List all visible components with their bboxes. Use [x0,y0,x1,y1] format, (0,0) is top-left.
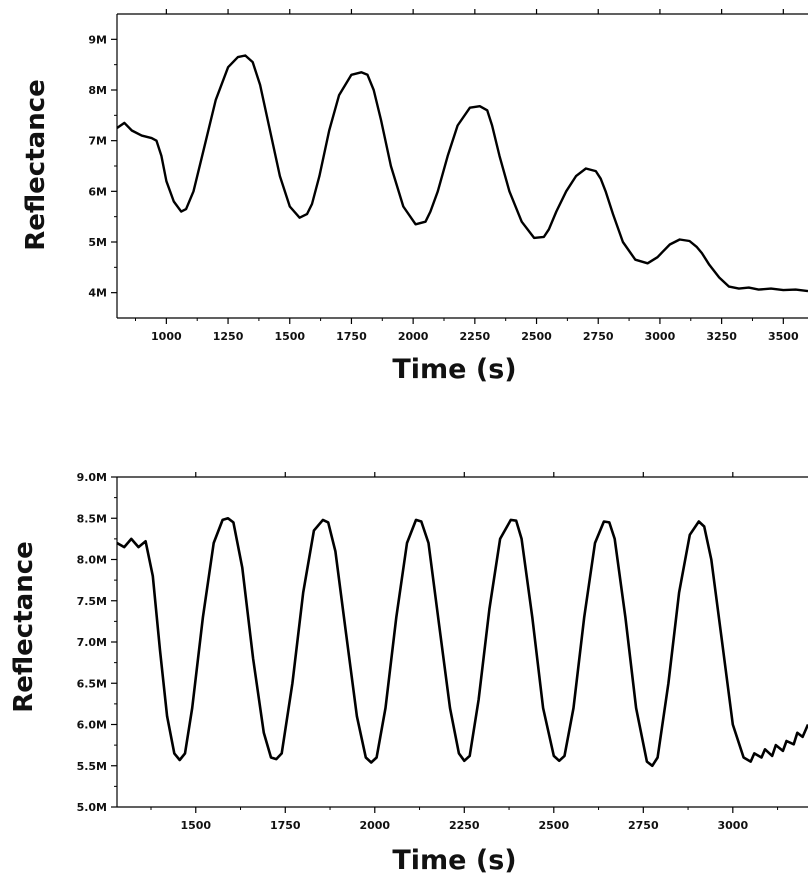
x-tick-label: 2750 [628,819,659,832]
y-tick-label: 5M [88,236,107,249]
x-tick-label: 2250 [460,330,491,343]
chart-top: 1000 1250 1500 1750 2000 2250 2500 2750 3000 3250… [21,9,808,385]
x-tick-label: 3500 [768,330,799,343]
y-tick-label: 9M [88,33,107,46]
y-tick-label: 6M [88,185,107,198]
x-tick-label: 3250 [706,330,737,343]
x-tick-label: 2000 [398,330,429,343]
x-tick-label: 3000 [718,819,749,832]
x-tick-label: 2250 [449,819,480,832]
x-tick-label: 3000 [645,330,676,343]
x-tick-label: 1750 [336,330,367,343]
x-tick-label: 1000 [151,330,182,343]
x-tick-label: 1500 [180,819,211,832]
y-axis-bottom: 5.0M 5.5M 6.0M 6.5M 7.0M 7.5M 8.0M 8.5M 9.0M [77,471,117,814]
y-tick-label: 5.5M [77,760,107,773]
x-axis-title-bottom: Time (s) [392,845,516,876]
y-axis-title-bottom: Reflectance [9,541,39,713]
x-axis-title-top: Time (s) [392,354,516,385]
x-tick-label: 1250 [213,330,244,343]
y-tick-label: 8M [88,84,107,97]
reflectance-series-bottom [116,517,808,768]
y-tick-label: 7M [88,135,107,148]
y-tick-label: 9.0M [77,471,107,484]
y-tick-label: 8.0M [77,554,107,567]
y-axis-top: 4M 5M 6M 7M 8M 9M [88,33,117,300]
chart-bottom: 1500 1750 2000 2250 2500 2750 3000 5.0M 5.5M 6.0… [9,471,808,876]
x-tick-label: 2000 [359,819,390,832]
y-tick-label: 7.0M [77,636,107,649]
x-tick-label: 1500 [274,330,305,343]
y-axis-title-top: Reflectance [21,79,51,251]
y-tick-label: 6.0M [77,719,107,732]
y-tick-label: 7.5M [77,595,107,608]
y-tick-label: 8.5M [77,512,107,525]
reflectance-series-top [116,54,808,293]
y-tick-label: 6.5M [77,677,107,690]
y-tick-label: 4M [88,287,107,300]
x-tick-label: 2500 [538,819,569,832]
y-tick-label: 5.0M [77,801,107,814]
x-axis-bottom: 1500 1750 2000 2250 2500 2750 3000 [150,472,779,832]
x-tick-label: 1750 [270,819,301,832]
x-tick-label: 2500 [521,330,552,343]
x-tick-label: 2750 [583,330,614,343]
x-axis-top: 1000 1250 1500 1750 2000 2250 2500 2750 3000 3250… [135,9,799,343]
